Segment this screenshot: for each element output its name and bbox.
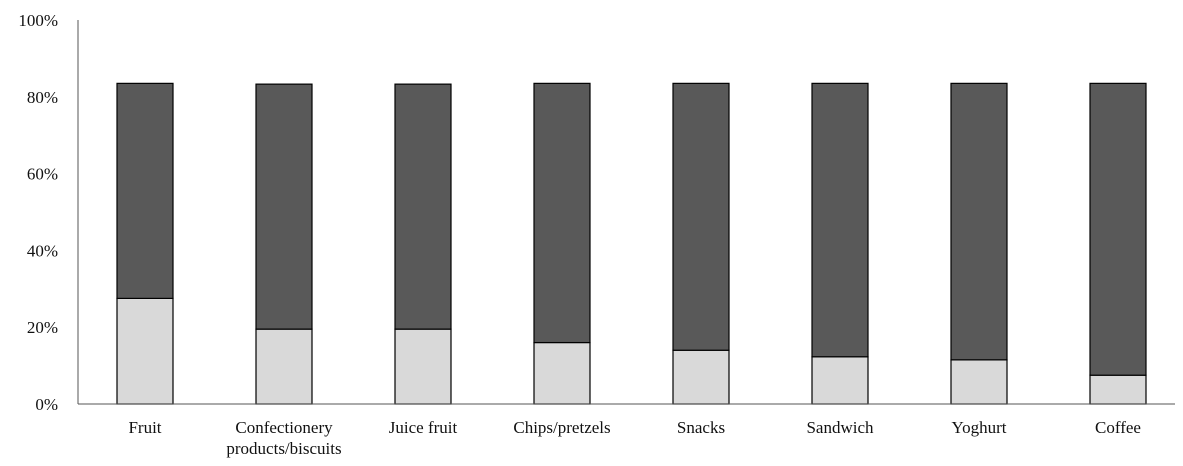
x-category-label-line: Sandwich [806,418,874,437]
bar-segment-series-1 [1089,374,1147,405]
x-category-label-line: products/biscuits [226,439,341,458]
y-tick-label: 80% [27,88,58,107]
y-tick-label: 40% [27,241,58,260]
bar-segment-series-1 [533,341,591,405]
bar-segment-series-2 [255,83,313,330]
bar-segment-series-2 [394,83,452,330]
x-category-label: Coffee [1095,418,1141,437]
bar-segment-series-2 [672,82,730,351]
bar-segment-series-1 [672,349,730,405]
bar-segment-series-1 [811,356,869,405]
bars [116,82,1147,405]
x-category-label: Juice fruit [389,418,458,437]
bar-segment-series-1 [950,359,1008,405]
x-category-label-line: Confectionery [235,418,333,437]
x-category-label: Yoghurt [952,418,1007,437]
bar-segment-series-2 [1089,82,1147,376]
x-axis: Fruit Confectionery products/biscuits Juice… [78,403,1175,458]
y-tick-label: 100% [18,11,58,30]
x-category-label-line: Yoghurt [952,418,1007,437]
x-category-label: Fruit [128,418,161,437]
x-category-label-line: Juice fruit [389,418,458,437]
y-tick-label: 60% [27,165,58,184]
x-category-label-line: Snacks [677,418,725,437]
bar-segment-series-2 [533,82,591,344]
x-category-label: Snacks [677,418,725,437]
x-category-label: Sandwich [806,418,874,437]
y-tick-label: 20% [27,318,58,337]
bar-segment-series-2 [811,82,869,358]
x-category-label: Chips/pretzels [513,418,610,437]
bar-segment-series-2 [950,82,1008,361]
x-category-label-line: Chips/pretzels [513,418,610,437]
bar-segment-series-1 [116,297,174,405]
x-category-label-line: Fruit [128,418,161,437]
x-category-label: Confectionery products/biscuits [226,418,341,458]
bar-segment-series-2 [116,82,174,299]
y-tick-label: 0% [35,395,58,414]
x-category-label-line: Coffee [1095,418,1141,437]
bar-segment-series-1 [255,328,313,405]
y-axis: 0% 20% 40% 60% 80% 100% [18,11,79,414]
bar-segment-series-1 [394,328,452,405]
